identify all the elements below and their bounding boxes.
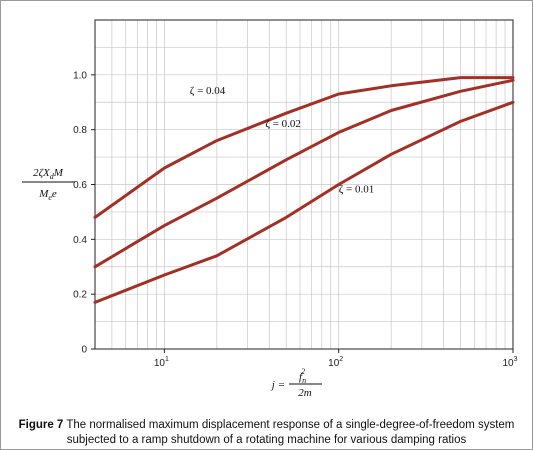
series-group [93, 76, 515, 304]
caption-text-line1: The normalised maximum displacement resp… [66, 419, 515, 431]
x-label-lhs: j = [270, 379, 285, 391]
caption-text-line2: subjected to a ramp shutdown of a rotati… [66, 434, 467, 446]
grid [94, 20, 513, 349]
chart: 0 0.2 0.4 0.6 0.8 1.0 101 102 103 ζ = 0.04 ζ = … [22, 19, 518, 399]
y-tick-label: 0.8 [73, 125, 87, 136]
x-tick-label: 101 [154, 356, 169, 369]
y-tick-label: 0.6 [73, 180, 87, 191]
x-axis-label: j = fn2 2m [270, 367, 322, 399]
y-label-numerator: 2ζXdM [33, 167, 64, 181]
annotation-zeta-002: ζ = 0.02 [265, 118, 301, 130]
x-tick-label: 102 [328, 356, 343, 369]
y-tick-label: 0 [81, 345, 87, 356]
x-tick-label: 103 [502, 356, 517, 369]
x-ticks: 101 102 103 [154, 349, 518, 369]
annotation-zeta-004: ζ = 0.04 [190, 85, 226, 97]
y-axis-label: 2ζXdM Mee [22, 167, 75, 202]
series-line-0 [93, 76, 515, 219]
x-label-denominator: 2m [298, 387, 312, 399]
y-tick-label: 0.4 [73, 235, 87, 246]
y-ticks: 0 0.2 0.4 0.6 0.8 1.0 [73, 70, 95, 356]
figure-caption: Figure 7 The normalised maximum displace… [0, 418, 533, 448]
annotation-zeta-001: ζ = 0.01 [339, 184, 375, 196]
series-line-2 [93, 100, 515, 304]
y-tick-label: 1.0 [73, 70, 87, 81]
y-tick-label: 0.2 [73, 290, 87, 301]
y-label-denominator: Mee [38, 188, 57, 202]
x-label-numerator: fn2 [299, 367, 306, 385]
series-line-1 [93, 78, 515, 269]
caption-label: Figure 7 [18, 419, 64, 431]
